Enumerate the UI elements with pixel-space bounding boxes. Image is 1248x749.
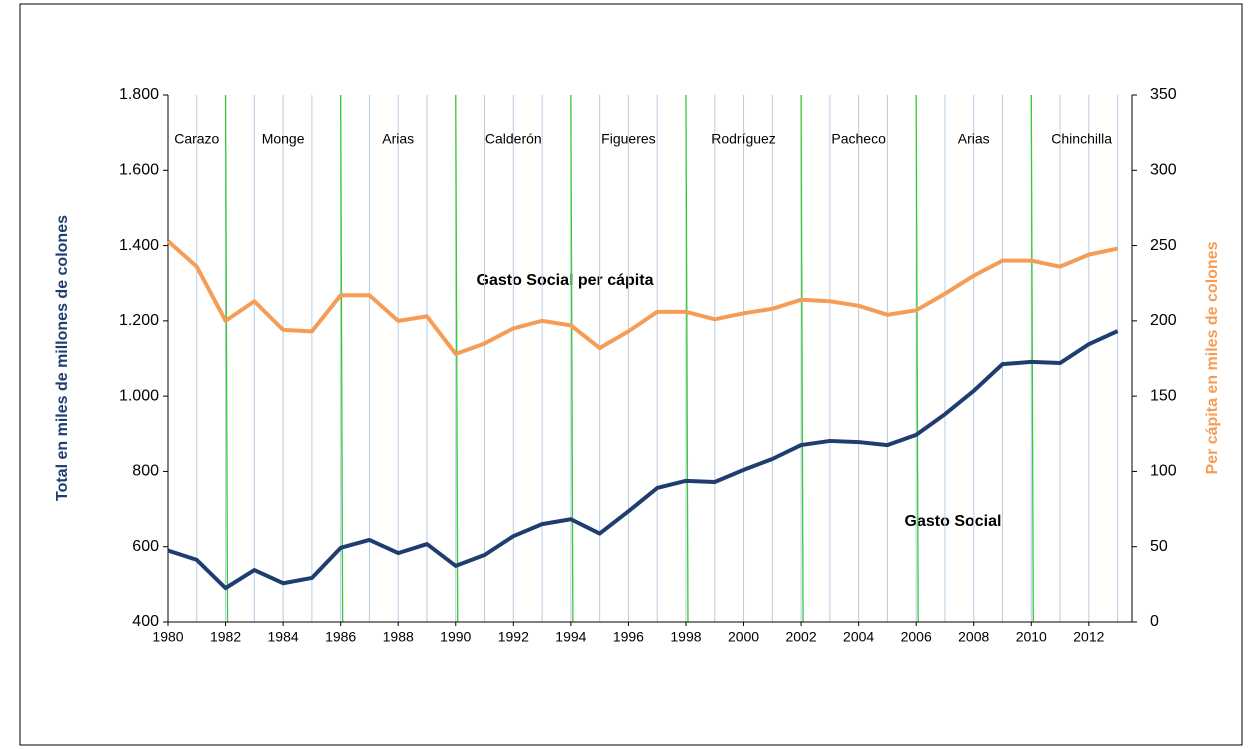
y-tick-label: 1.600 (119, 162, 159, 179)
period-label: Carazo (174, 131, 219, 147)
period-line (570, 94, 574, 623)
period-label: Figueres (601, 131, 655, 147)
series-annotation: Gasto Social (905, 513, 1002, 530)
x-tick-label: 2006 (901, 629, 932, 645)
period-label: Chinchilla (1051, 131, 1112, 147)
x-tick-label: 1988 (383, 629, 414, 645)
period-line (340, 94, 344, 623)
y-tick-label: 1.400 (119, 237, 159, 254)
period-line (224, 94, 229, 623)
period-line (915, 94, 919, 623)
x-tick-label: 2002 (785, 629, 816, 645)
y-tick-label: 800 (132, 463, 159, 480)
chart-frame (19, 3, 1243, 746)
x-tick-label: 1992 (498, 629, 529, 645)
x-tick-label: 1996 (613, 629, 644, 645)
period-line (1030, 94, 1034, 623)
x-tick-label: 2010 (1016, 629, 1047, 645)
series-line (167, 329, 1119, 591)
x-tick-label: 1990 (440, 629, 471, 645)
x-tick-label: 2000 (728, 629, 759, 645)
x-tick-label: 1980 (152, 629, 183, 645)
period-label: Rodríguez (711, 131, 776, 147)
period-line (685, 94, 689, 623)
period-label: Arias (958, 131, 990, 147)
y2-tick-label: 0 (1150, 613, 1159, 630)
x-tick-label: 2004 (843, 629, 874, 645)
y-tick-label: 1.200 (119, 312, 159, 329)
period-line (800, 94, 804, 623)
period-label: Arias (382, 131, 414, 147)
x-tick-label: 1982 (210, 629, 241, 645)
x-tick-label: 1984 (268, 629, 299, 645)
y2-tick-label: 350 (1150, 86, 1177, 103)
period-label: Calderón (485, 131, 542, 147)
y-tick-label: 400 (132, 613, 159, 630)
series-line (166, 239, 1119, 356)
y2-axis-title: Per cápita en miles de colones (1204, 241, 1221, 474)
y2-tick-label: 200 (1150, 312, 1177, 329)
series-annotation: Gasto Social per cápita (477, 272, 654, 289)
x-tick-label: 2012 (1073, 629, 1104, 645)
y2-tick-label: 100 (1150, 463, 1177, 480)
x-tick-label: 2008 (958, 629, 989, 645)
y2-tick-label: 250 (1150, 237, 1177, 254)
period-label: Pacheco (831, 131, 886, 147)
period-line (455, 94, 459, 623)
y2-tick-label: 50 (1150, 538, 1168, 555)
y2-tick-label: 150 (1150, 387, 1177, 404)
period-label: Monge (262, 131, 305, 147)
y-axis-title: Total en miles de millones de colones (54, 215, 71, 501)
y-tick-label: 600 (132, 538, 159, 555)
x-tick-label: 1998 (670, 629, 701, 645)
y-tick-label: 1.800 (119, 86, 159, 103)
x-tick-label: 1994 (555, 629, 586, 645)
x-tick-label: 1986 (325, 629, 356, 645)
y2-tick-label: 300 (1150, 162, 1177, 179)
y-tick-label: 1.000 (119, 387, 159, 404)
